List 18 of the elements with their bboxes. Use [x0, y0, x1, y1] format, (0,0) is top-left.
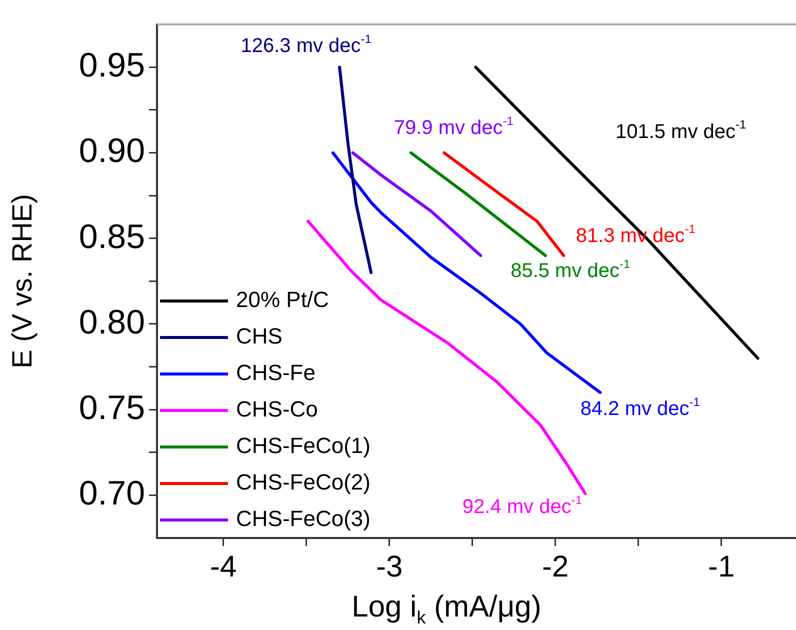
legend-label: CHS-FeCo(2)	[236, 470, 370, 495]
y-tick-label: 0.70	[78, 474, 145, 513]
y-tick-label: 0.85	[78, 218, 145, 256]
y-tick-label: 0.75	[78, 388, 145, 427]
x-tick-label: -3	[376, 550, 403, 584]
x-tick-label: -2	[542, 550, 569, 584]
legend-label: CHS-Fe	[236, 360, 316, 386]
y-axis-title: E (V vs. RHE)	[6, 194, 38, 368]
legend-label: CHS-Co	[236, 396, 318, 422]
legend-label: CHS-FeCo(3)	[236, 506, 370, 532]
x-tick-label: -4	[210, 550, 237, 584]
y-tick-label: 0.95	[78, 46, 145, 85]
legend-label: CHS	[236, 324, 282, 349]
legend-label: CHS-FeCo(1)	[236, 433, 370, 458]
y-tick-label: 0.90	[78, 132, 145, 170]
legend-label: 20% Pt/C	[236, 287, 330, 312]
x-tick-label: -1	[708, 550, 735, 584]
y-tick-label: 0.80	[78, 303, 145, 342]
